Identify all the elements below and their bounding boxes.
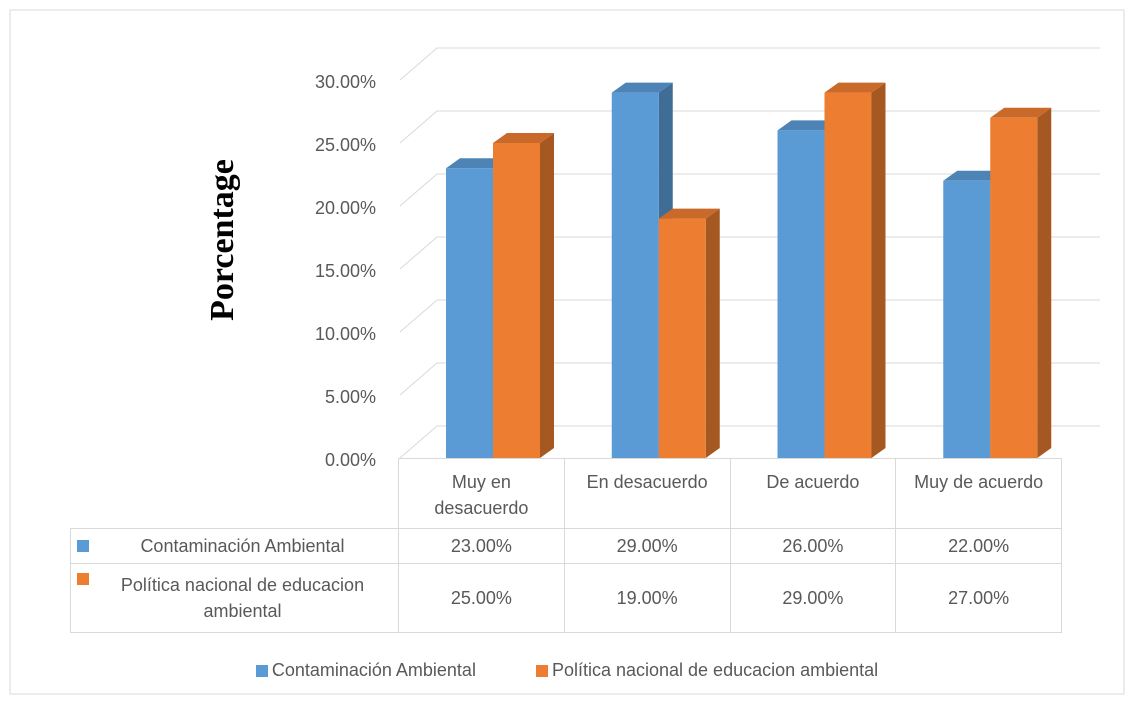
table-row-label: Política nacional de educacion ambiental [70, 563, 399, 633]
y-tick-label: 30.00% [315, 72, 376, 92]
y-tick-label: 20.00% [315, 198, 376, 218]
table-value-cell: 27.00% [895, 563, 1062, 633]
legend-key [77, 573, 89, 585]
legend-label: Contaminación Ambiental [271, 660, 476, 680]
bar [658, 218, 706, 458]
grid-line [399, 47, 1100, 81]
bar [611, 92, 659, 458]
table-header-cell: De acuerdo [729, 458, 897, 529]
table-row-label: Contaminación Ambiental [70, 528, 399, 564]
bar [990, 117, 1038, 459]
bar [493, 143, 540, 458]
bar [777, 130, 825, 458]
y-tick-label: 5.00% [325, 387, 376, 407]
bar [824, 92, 872, 458]
table-header-cell: Muy de acuerdo [895, 458, 1062, 529]
legend-label: Política nacional de educacion ambiental [551, 660, 879, 680]
legend-key [77, 540, 89, 552]
bar [943, 180, 991, 459]
legend: Contaminación Ambiental Política nacional… [0, 660, 1134, 681]
table-value-cell: 25.00% [398, 563, 565, 633]
bar [446, 168, 493, 458]
y-tick-label: 25.00% [315, 135, 376, 155]
bar-side [871, 82, 886, 458]
table-value-cell: 19.00% [563, 563, 731, 633]
table-value-cell: 23.00% [398, 528, 565, 564]
bar-side [540, 133, 554, 458]
bar-top [611, 82, 673, 93]
chart-border [9, 9, 1125, 695]
table-value-cell: 26.00% [729, 528, 897, 564]
table-value-cell: 22.00% [895, 528, 1062, 564]
legend-entry: Contaminación Ambiental [255, 660, 476, 681]
bar-top [777, 120, 839, 131]
bar-side [705, 208, 720, 458]
bar-side [1037, 107, 1052, 459]
table-value-cell: 29.00% [729, 563, 897, 633]
table-header-cell: En desacuerdo [563, 458, 731, 529]
series-name: Contaminación Ambiental [140, 536, 345, 556]
y-tick-label: 15.00% [315, 261, 376, 281]
bar-top [658, 208, 720, 219]
y-axis-title: Porcentage [204, 159, 241, 321]
table-header-cell: Muy en desacuerdo [398, 458, 565, 529]
series-name: Política nacional de educacion ambiental [120, 575, 365, 621]
legend-entry: Política nacional de educacion ambiental [535, 660, 879, 681]
bar-top [990, 107, 1052, 118]
y-tick-label: 0.00% [325, 450, 376, 470]
table-value-cell: 29.00% [563, 528, 731, 564]
bar-top [943, 170, 1005, 181]
bar-top [446, 158, 507, 169]
y-tick-label: 10.00% [315, 324, 376, 344]
bar-top [493, 133, 554, 143]
bar-top [824, 82, 886, 93]
legend-key [535, 664, 548, 677]
legend-key [255, 664, 268, 677]
